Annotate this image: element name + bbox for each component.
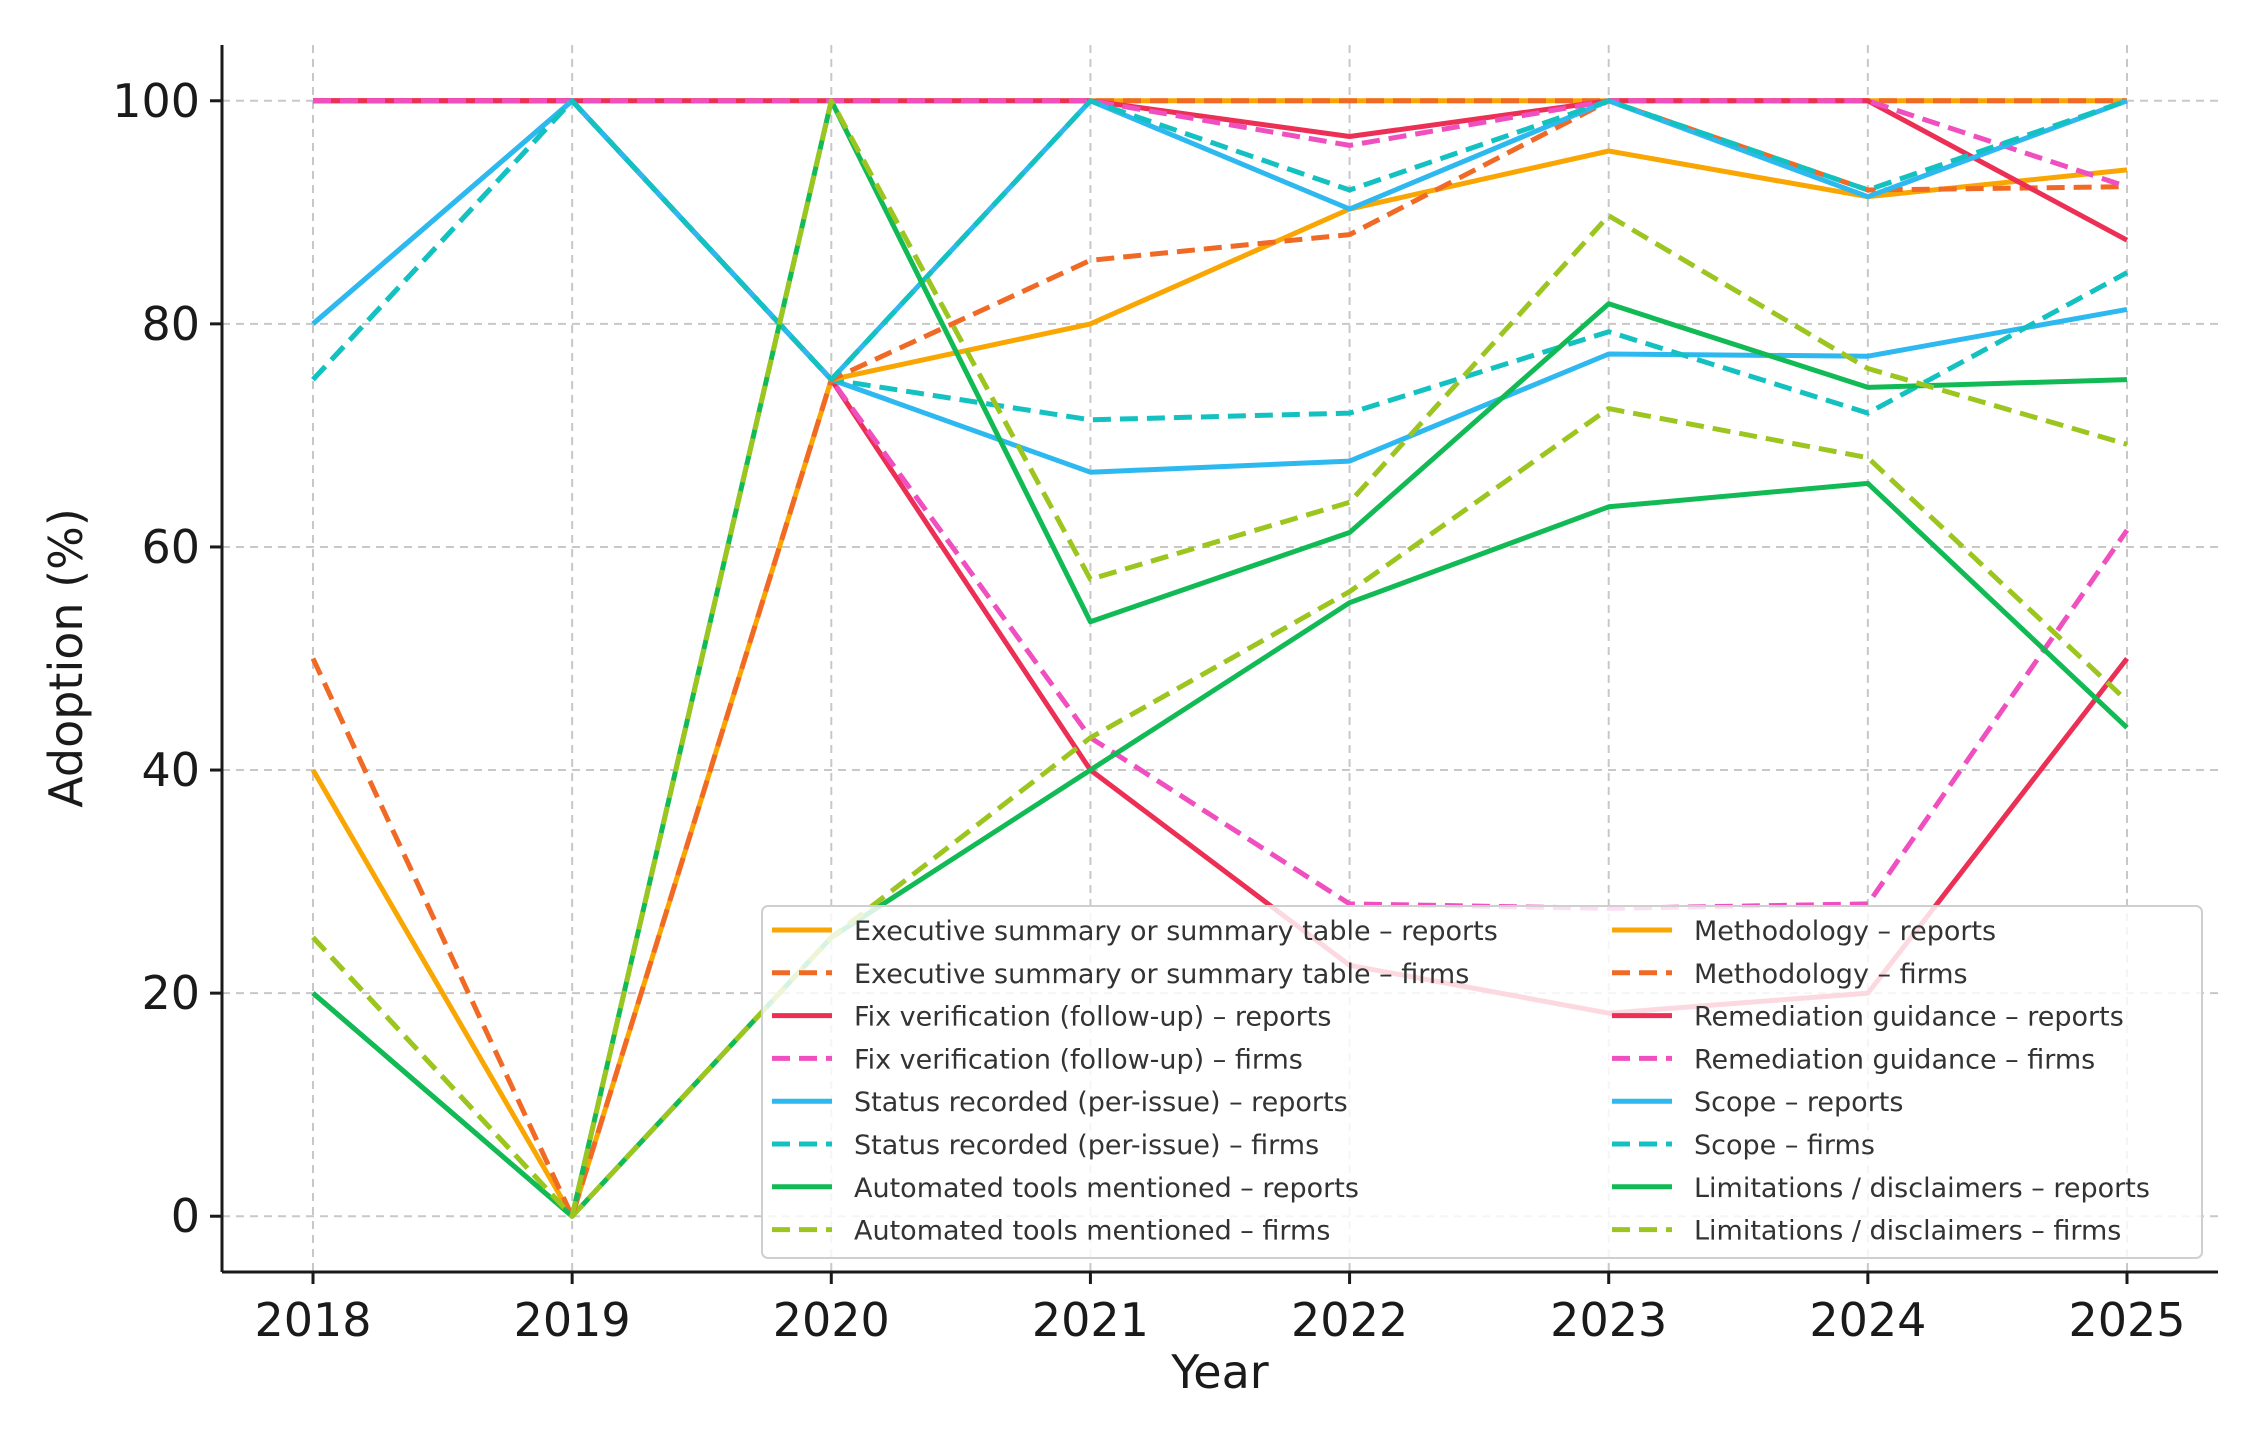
legend-label: Fix verification (follow-up) – reports: [854, 1002, 1331, 1033]
y-tick-label: 100: [112, 74, 200, 128]
legend-label: Scope – reports: [1694, 1087, 1903, 1118]
y-tick-label: 40: [141, 743, 200, 797]
legend-label: Limitations / disclaimers – firms: [1694, 1216, 2121, 1247]
legend-frame: [761, 905, 2203, 1259]
y-tick-label: 80: [141, 297, 200, 351]
legend-label: Automated tools mentioned – reports: [854, 1173, 1359, 1204]
ticks-layer: 2018 2019 2020 2021 2022 2023 2024 2025 0 20 40 60 8…: [112, 74, 2185, 1347]
x-tick-label: 2023: [1550, 1293, 1667, 1347]
legend-label: Executive summary or summary table – rep…: [854, 916, 1498, 947]
series-line-8: [311, 406, 2129, 1219]
x-tick-label: 2021: [1032, 1293, 1149, 1347]
legend-label: Automated tools mentioned – firms: [854, 1216, 1330, 1247]
series-line-12: [313, 98, 2128, 190]
x-tick-label: 2025: [2068, 1293, 2185, 1347]
y-tick-label: 20: [141, 966, 200, 1020]
x-tick-label: 2018: [254, 1293, 371, 1347]
legend-label: Scope – firms: [1694, 1130, 1875, 1161]
y-tick-label: 60: [141, 520, 200, 574]
x-tick-label: 2020: [773, 1293, 890, 1347]
series-line-4: [313, 98, 2130, 911]
series-layer: [310, 98, 2130, 1219]
legend: Executive summary or summary table – rep…: [761, 905, 2203, 1259]
y-tick-label: 0: [171, 1189, 200, 1243]
legend-label: Status recorded (per-issue) – reports: [854, 1087, 1348, 1118]
legend-label: Methodology – firms: [1694, 959, 1968, 990]
legend-label: Remediation guidance – reports: [1694, 1002, 2124, 1033]
legend-label: Remediation guidance – firms: [1694, 1044, 2095, 1075]
axes-layer: [220, 45, 2218, 1274]
y-axis-title: Adoption (%): [39, 508, 93, 808]
x-tick-label: 2022: [1291, 1293, 1408, 1347]
x-tick-label: 2019: [514, 1293, 631, 1347]
legend-label: Status recorded (per-issue) – firms: [854, 1130, 1319, 1161]
x-tick-label: 2024: [1809, 1293, 1926, 1347]
series-line-16: [311, 98, 2128, 1219]
series-line-10: [310, 98, 2128, 1219]
legend-label: Executive summary or summary table – fir…: [854, 959, 1469, 990]
legend-label: Fix verification (follow-up) – firms: [854, 1044, 1303, 1075]
legend-label: Limitations / disclaimers – reports: [1694, 1173, 2150, 1204]
series-line-13: [311, 98, 2128, 383]
series-line-14: [311, 98, 2128, 383]
series-line-6: [311, 98, 2129, 423]
series-line-3: [313, 98, 2129, 1016]
x-axis-title: Year: [1170, 1345, 1268, 1399]
legend-label: Methodology – reports: [1694, 916, 1996, 947]
